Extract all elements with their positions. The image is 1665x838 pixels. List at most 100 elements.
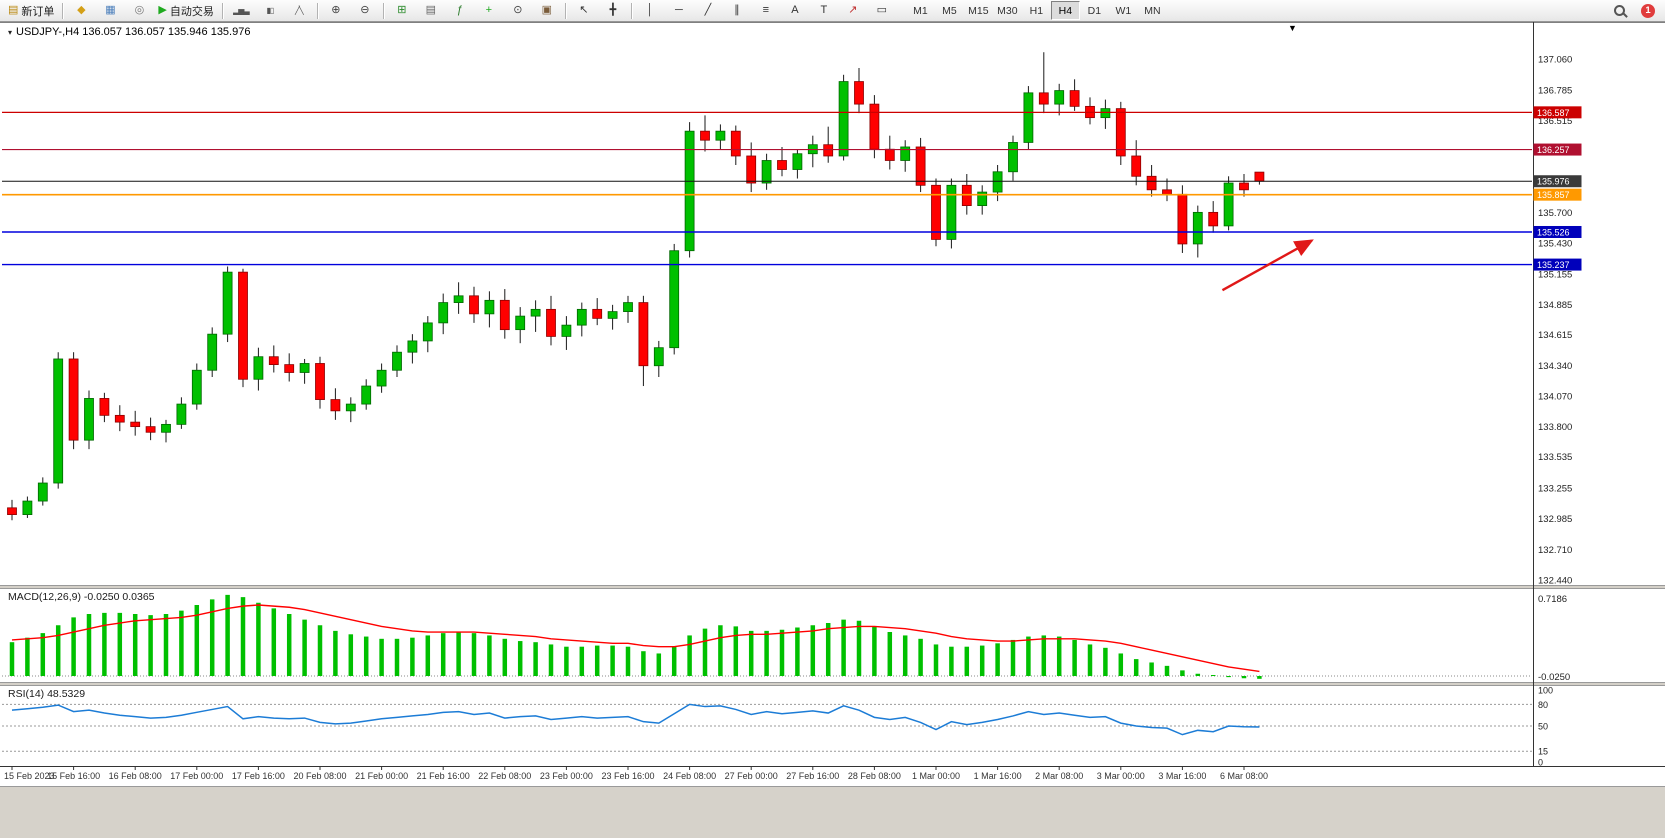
svg-text:136.515: 136.515 <box>1538 116 1572 127</box>
chart-dropdown-icon[interactable]: ▾ <box>8 27 13 37</box>
add-indicator-button[interactable]: + <box>475 1 503 21</box>
svg-text:136.587: 136.587 <box>1537 108 1570 118</box>
cursor-icon: ↖ <box>579 4 589 16</box>
bar-chart-button[interactable]: ▂▅▃ <box>227 1 255 21</box>
toolbar-separator <box>382 2 384 19</box>
price-tag[interactable] <box>1533 106 1582 119</box>
timeframe-m1[interactable]: M1 <box>913 4 928 17</box>
svg-text:132.440: 132.440 <box>1538 575 1572 586</box>
candlestick-series <box>7 52 1265 521</box>
horizontal-line-button[interactable]: ─ <box>665 1 693 21</box>
signals-button[interactable]: ◎ <box>125 1 153 21</box>
rsi-line <box>11 703 1260 736</box>
new-chart-button[interactable]: ▤ <box>417 1 445 21</box>
timeframe-w1[interactable]: W1 <box>1115 4 1132 17</box>
cursor-button[interactable]: ↖ <box>570 1 598 21</box>
svg-text:134.070: 134.070 <box>1538 392 1572 403</box>
toolbar-separator <box>62 2 64 19</box>
market-watch-icon: ▦ <box>105 4 116 16</box>
svg-text:17 Feb 16:00: 17 Feb 16:00 <box>232 771 285 781</box>
text-button[interactable]: A <box>781 1 809 21</box>
svg-text:135.857: 135.857 <box>1537 190 1570 200</box>
rsi-indicator: 100 80 50 150 <box>2 686 1553 768</box>
svg-text:21 Feb 00:00: 21 Feb 00:00 <box>355 771 408 781</box>
svg-text:15 Feb 16:00: 15 Feb 16:00 <box>47 771 100 781</box>
svg-text:6 Mar 08:00: 6 Mar 08:00 <box>1220 771 1268 781</box>
svg-text:3 Mar 16:00: 3 Mar 16:00 <box>1158 771 1206 781</box>
timeframe-m5[interactable]: M5 <box>942 4 957 17</box>
macd-label: MACD(12,26,9) -0.0250 0.0365 <box>8 591 155 603</box>
play-icon: ▶ <box>158 4 167 16</box>
indicators-button[interactable]: ƒ <box>446 1 474 21</box>
macd-indicator: 0.7186 -0.0250 <box>2 594 1570 683</box>
svg-text:100: 100 <box>1538 686 1553 696</box>
timeframe-d1[interactable]: D1 <box>1087 4 1102 17</box>
svg-text:17 Feb 00:00: 17 Feb 00:00 <box>170 771 223 781</box>
tile-windows-icon: ⊞ <box>397 4 407 16</box>
timeframe-m15[interactable]: M15 <box>968 4 989 17</box>
channel-icon: ∥ <box>734 4 740 16</box>
chart-canvas[interactable]: 137.060136.785136.515136.240135.970135.7… <box>0 22 1665 786</box>
toolbar-separator <box>221 2 223 19</box>
svg-text:22 Feb 08:00: 22 Feb 08:00 <box>478 771 531 781</box>
price-tag[interactable] <box>1533 188 1582 201</box>
shapes-button[interactable]: ▭ <box>868 1 896 21</box>
label-button[interactable]: T <box>810 1 838 21</box>
svg-text:24 Feb 08:00: 24 Feb 08:00 <box>663 771 716 781</box>
period-button[interactable]: ⊙ <box>504 1 532 21</box>
svg-text:-0.0250: -0.0250 <box>1538 672 1570 683</box>
price-tag[interactable] <box>1533 175 1582 188</box>
crosshair-button[interactable]: ╋ <box>599 1 627 21</box>
arrows-button[interactable]: ↗ <box>839 1 867 21</box>
channel-button[interactable]: ∥ <box>723 1 751 21</box>
svg-text:137.060: 137.060 <box>1538 55 1572 66</box>
svg-text:23 Feb 00:00: 23 Feb 00:00 <box>540 771 593 781</box>
notification-badge[interactable]: 1 <box>1641 3 1655 18</box>
arrow-annotation[interactable] <box>1221 239 1314 292</box>
auto-trading-button[interactable]: ▶ 自动交易 <box>154 1 217 21</box>
svg-text:21 Feb 16:00: 21 Feb 16:00 <box>417 771 470 781</box>
market-watch-button[interactable]: ▦ <box>96 1 124 21</box>
new-chart-icon: ▤ <box>425 4 437 16</box>
price-tag[interactable] <box>1533 258 1582 271</box>
timeframe-mn[interactable]: MN <box>1144 4 1161 17</box>
svg-text:134.340: 134.340 <box>1538 361 1572 372</box>
timeframe-h4[interactable]: H4 <box>1050 1 1080 20</box>
timeframe-h1[interactable]: H1 <box>1029 4 1044 17</box>
zoom-in-button[interactable]: ⊕ <box>322 1 350 21</box>
horizontal-line-objects[interactable]: 136.587 136.257 135.976 135.857 135.526 135.2… <box>2 106 1582 271</box>
zoom-in-icon: ⊕ <box>331 4 341 16</box>
price-tag[interactable] <box>1533 225 1582 238</box>
svg-text:3 Mar 00:00: 3 Mar 00:00 <box>1097 771 1145 781</box>
price-tag[interactable] <box>1533 143 1582 156</box>
new-order-button-label: 新订单 <box>21 5 55 18</box>
fibonacci-button[interactable]: ≡ <box>752 1 780 21</box>
price-shift-marker[interactable]: ▼ <box>1288 23 1297 33</box>
zoom-out-button[interactable]: ⊖ <box>351 1 379 21</box>
timeframe-m30[interactable]: M30 <box>997 4 1018 17</box>
candlestick-chart-button[interactable]: ▮▯ <box>256 1 284 21</box>
symbols-button[interactable]: ◆ <box>67 1 95 21</box>
trendline-button[interactable]: ╱ <box>694 1 722 21</box>
zoom-out-icon: ⊖ <box>360 4 370 16</box>
auto-trading-button-label: 自动交易 <box>169 5 214 18</box>
svg-text:134.885: 134.885 <box>1538 300 1572 311</box>
toolbar-separator <box>316 2 318 19</box>
horizontal-line-icon: ─ <box>674 4 683 16</box>
svg-text:135.526: 135.526 <box>1537 227 1570 237</box>
chart-window[interactable]: 137.060136.785136.515136.240135.970135.7… <box>0 22 1665 786</box>
snapshot-button[interactable]: ▣ <box>533 1 561 21</box>
timeframe-toolbar: M1 M5 M15 M30 H1 H4 D1 W1 MN <box>906 1 1167 20</box>
line-chart-button[interactable]: ╱╲ <box>285 1 313 21</box>
svg-text:134.615: 134.615 <box>1538 330 1572 341</box>
vertical-line-button[interactable]: │ <box>636 1 664 21</box>
tile-windows-button[interactable]: ⊞ <box>388 1 416 21</box>
crosshair-icon: ╋ <box>609 4 617 16</box>
new-order-button[interactable]: ▤ 新订单 <box>4 1 58 21</box>
text-icon: A <box>791 4 799 16</box>
svg-text:0.7186: 0.7186 <box>1538 594 1567 605</box>
indicators-icon: ƒ <box>456 4 463 16</box>
search-button[interactable] <box>1605 1 1633 21</box>
svg-text:135.237: 135.237 <box>1537 260 1570 270</box>
label-icon: T <box>820 4 828 16</box>
